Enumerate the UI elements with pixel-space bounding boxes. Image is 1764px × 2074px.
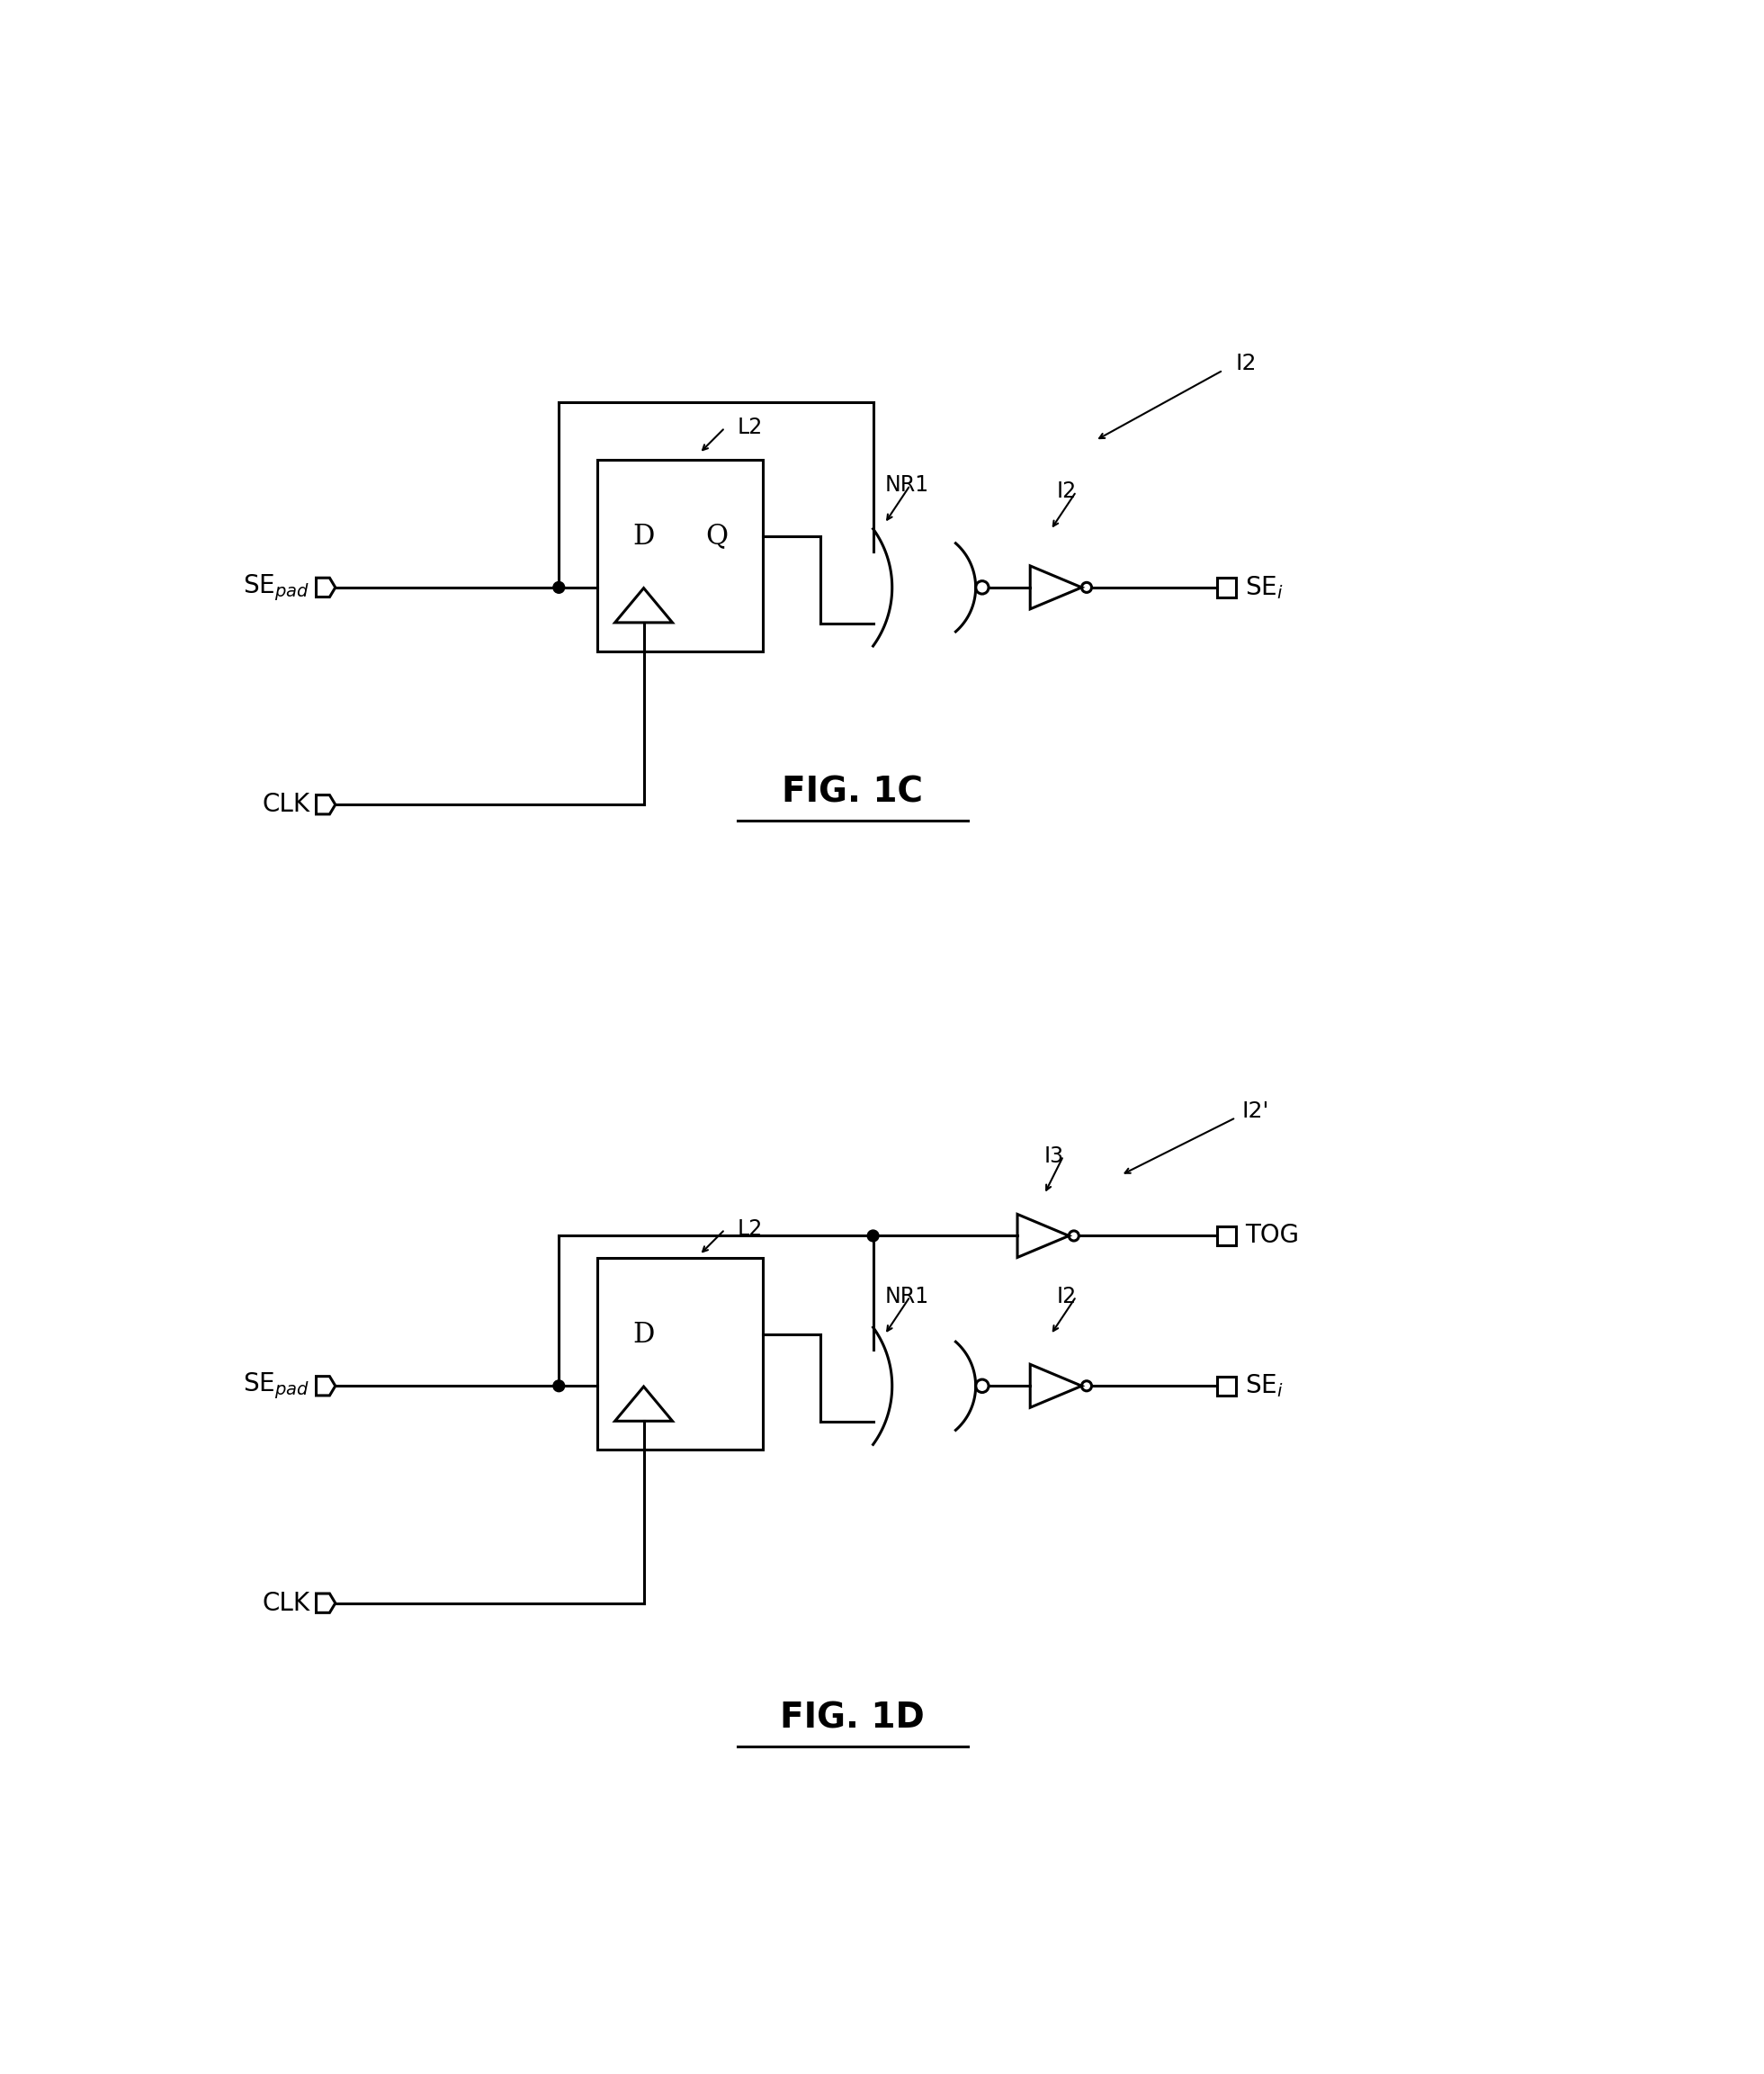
Text: D: D — [633, 523, 654, 550]
Text: TOG: TOG — [1245, 1224, 1300, 1249]
Text: L2: L2 — [737, 417, 764, 438]
Text: FIG. 1C: FIG. 1C — [781, 776, 923, 809]
Bar — [598, 460, 764, 651]
Circle shape — [868, 1230, 878, 1242]
Text: FIG. 1D: FIG. 1D — [780, 1701, 924, 1736]
Text: NR1: NR1 — [884, 475, 930, 496]
Text: D: D — [633, 1321, 654, 1348]
Text: NR1: NR1 — [884, 1286, 930, 1307]
Text: I2: I2 — [1057, 1286, 1076, 1307]
Text: I3: I3 — [1044, 1145, 1064, 1168]
Text: CLK: CLK — [263, 1591, 310, 1616]
Bar — [1217, 579, 1237, 597]
Text: SE$_{pad}$: SE$_{pad}$ — [243, 572, 310, 604]
Bar — [598, 1259, 764, 1450]
Text: SE$_{pad}$: SE$_{pad}$ — [243, 1371, 310, 1402]
Text: CLK: CLK — [263, 792, 310, 817]
Text: L2: L2 — [737, 1220, 764, 1240]
Text: Q: Q — [706, 523, 729, 550]
Text: SE$_i$: SE$_i$ — [1245, 574, 1284, 601]
Circle shape — [554, 581, 564, 593]
Text: SE$_i$: SE$_i$ — [1245, 1373, 1284, 1400]
Text: I2: I2 — [1237, 353, 1258, 375]
Bar — [1217, 1226, 1237, 1244]
Circle shape — [554, 1379, 564, 1392]
Text: I2': I2' — [1242, 1101, 1270, 1122]
Bar — [1217, 1377, 1237, 1396]
Text: I2: I2 — [1057, 481, 1076, 502]
